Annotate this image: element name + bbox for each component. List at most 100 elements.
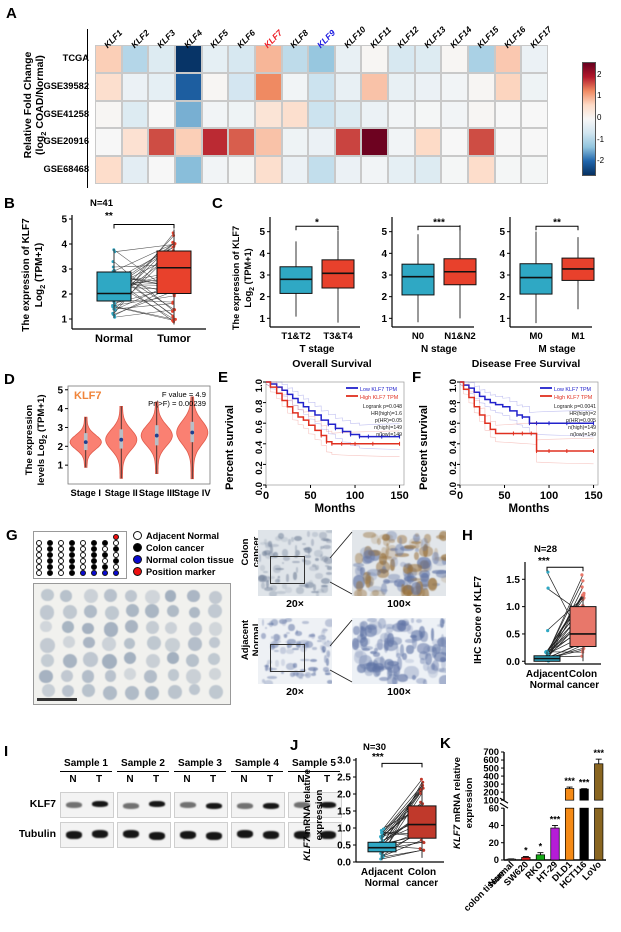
micrograph-100x xyxy=(352,530,446,596)
tissue-texture xyxy=(360,620,369,632)
magnification-100x-label: 100× xyxy=(387,686,411,698)
svg-text:1: 1 xyxy=(259,314,265,325)
tissue-texture xyxy=(419,572,429,582)
tissue-core xyxy=(81,670,95,683)
tissue-texture xyxy=(415,547,420,552)
tissue-texture xyxy=(357,663,366,674)
tissue-texture xyxy=(382,538,390,547)
tissue-texture xyxy=(299,639,309,645)
tissue-array-dot xyxy=(58,540,65,547)
tissue-texture xyxy=(440,656,446,663)
svg-text:0.2: 0.2 xyxy=(254,461,265,474)
tissue-texture xyxy=(266,622,274,625)
tissue-core xyxy=(40,620,52,632)
tissue-texture xyxy=(262,679,266,683)
tissue-texture xyxy=(425,542,431,548)
heatmap-cell xyxy=(148,128,175,157)
svg-text:Low KLF7 TPM: Low KLF7 TPM xyxy=(360,387,398,393)
tissue-texture xyxy=(273,633,281,641)
tissue-array-dot xyxy=(69,552,76,559)
panel-d-ylabel-l1: The expression xyxy=(24,404,35,476)
protein-band xyxy=(92,801,108,808)
tissue-texture xyxy=(385,543,390,557)
heatmap-cell xyxy=(334,128,362,157)
tissue-texture xyxy=(263,549,271,555)
tissue-array-dot xyxy=(113,570,120,577)
tissue-texture xyxy=(398,536,403,545)
svg-text:0: 0 xyxy=(494,854,499,865)
tissue-texture xyxy=(386,667,392,679)
tissue-texture xyxy=(390,558,396,571)
tissue-texture xyxy=(407,591,412,596)
bar xyxy=(521,857,531,861)
heatmap-cell xyxy=(521,45,548,73)
tissue-texture xyxy=(264,539,267,544)
blot-row-label: Tubulin xyxy=(18,828,56,840)
tissue-texture xyxy=(265,664,268,671)
confidence-band xyxy=(265,383,400,457)
tissue-core xyxy=(125,604,139,618)
tissue-texture xyxy=(436,534,446,540)
heatmap-cell xyxy=(414,72,442,101)
survival-curve xyxy=(460,381,594,452)
heatmap-cell xyxy=(228,156,255,184)
tissue-texture xyxy=(265,553,275,560)
blot-sample-underline xyxy=(288,771,340,773)
protein-band xyxy=(320,831,336,840)
blot-panel xyxy=(174,822,228,848)
tissue-array-dot xyxy=(47,570,54,577)
tissue-texture xyxy=(382,624,394,630)
tissue-texture xyxy=(295,549,301,556)
tissue-texture xyxy=(290,536,294,543)
tissue-array-dot xyxy=(113,552,120,559)
tissue-texture xyxy=(368,585,382,593)
tissue-texture xyxy=(363,663,377,667)
tissue-texture xyxy=(304,581,315,588)
svg-text:N stage: N stage xyxy=(421,344,458,355)
tissue-core xyxy=(144,670,157,684)
boxplot-box xyxy=(407,782,437,858)
tissue-texture xyxy=(322,646,327,653)
micrograph-100x xyxy=(352,618,446,684)
tissue-texture xyxy=(415,618,422,624)
tissue-core xyxy=(39,637,55,653)
tissue-texture xyxy=(425,652,432,665)
tissue-texture xyxy=(414,551,420,561)
svg-text:n(high)=149: n(high)=149 xyxy=(568,425,596,431)
tissue-texture xyxy=(432,551,439,565)
tissue-texture xyxy=(385,547,398,561)
tissue-texture xyxy=(395,544,405,556)
tissue-texture xyxy=(286,639,296,645)
tissue-core xyxy=(145,589,160,604)
tissue-texture xyxy=(326,640,329,643)
panel-a-ylabel-sub: 2 xyxy=(39,131,49,136)
svg-text:2: 2 xyxy=(61,290,67,301)
tissue-texture xyxy=(441,646,446,656)
blot-lane-label: N xyxy=(69,774,77,785)
blot-panel xyxy=(174,792,228,818)
heatmap-cell xyxy=(148,45,175,73)
protein-band xyxy=(123,802,139,809)
heatmap-cell xyxy=(361,156,389,184)
tissue-texture xyxy=(379,656,384,667)
tissue-texture xyxy=(432,653,437,659)
svg-text:200: 200 xyxy=(483,786,499,797)
heatmap-row-header: GSE68468 xyxy=(43,164,90,175)
tissue-core xyxy=(167,685,182,699)
tissue-texture xyxy=(321,537,330,541)
boxplot-box xyxy=(321,230,355,323)
tissue-texture xyxy=(301,558,307,562)
tissue-texture xyxy=(421,537,428,551)
heatmap-cell xyxy=(201,156,229,184)
tissue-array-dot xyxy=(36,552,43,559)
tissue-texture xyxy=(438,530,446,541)
tissue-texture xyxy=(432,569,446,574)
tissue-core xyxy=(60,590,72,602)
heatmap-cell xyxy=(494,45,522,73)
svg-text:0.0: 0.0 xyxy=(506,657,520,668)
tissue-texture xyxy=(389,565,395,571)
tissue-texture xyxy=(369,550,381,562)
tissue-texture xyxy=(357,633,367,643)
blot-sample-underline xyxy=(174,771,226,773)
svg-text:p(HR)=0.05: p(HR)=0.05 xyxy=(375,418,402,424)
